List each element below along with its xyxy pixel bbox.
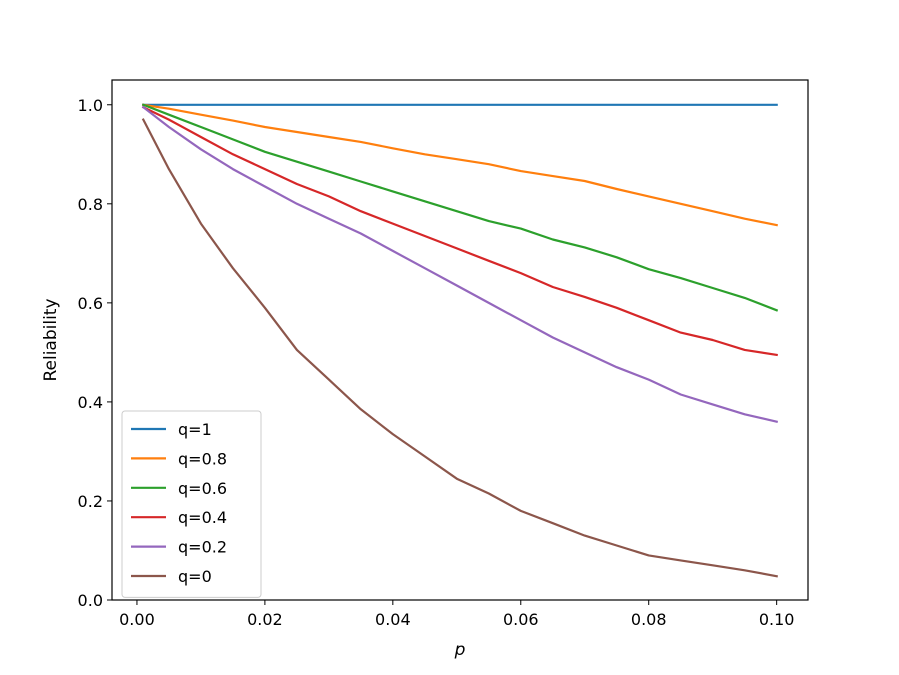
legend-label-1: q=0.8 bbox=[178, 449, 227, 468]
y-axis: 0.0 0.2 0.4 0.6 0.8 1.0 bbox=[78, 96, 112, 610]
legend-label-5: q=0 bbox=[178, 567, 212, 586]
x-tick-label: 0.04 bbox=[375, 610, 411, 629]
series-line-2 bbox=[141, 103, 779, 312]
x-tick-label: 0.10 bbox=[759, 610, 795, 629]
series-layer bbox=[141, 103, 779, 578]
x-tick-label: 0.08 bbox=[631, 610, 667, 629]
y-tick-label: 0.0 bbox=[78, 591, 103, 610]
legend-label-2: q=0.6 bbox=[178, 479, 227, 498]
y-tick-label: 0.6 bbox=[78, 294, 103, 313]
series-line-1 bbox=[142, 103, 778, 227]
y-tick-label: 0.2 bbox=[78, 492, 103, 511]
legend-label-4: q=0.2 bbox=[178, 538, 227, 557]
y-axis-label: Reliability bbox=[41, 298, 61, 381]
y-tick-label: 0.4 bbox=[78, 393, 103, 412]
series-line-4 bbox=[141, 105, 779, 424]
plot-frame bbox=[111, 79, 809, 601]
x-tick-label: 0.06 bbox=[503, 610, 539, 629]
legend: q=1 q=0.8 q=0.6 q=0.4 q=0.2 q=0 bbox=[121, 410, 262, 598]
y-tick-label: 1.0 bbox=[78, 96, 103, 115]
series-line-3 bbox=[141, 105, 778, 357]
legend-label-0: q=1 bbox=[178, 420, 212, 439]
x-tick-label: 0.02 bbox=[247, 610, 283, 629]
x-tick-label: 0.00 bbox=[119, 610, 155, 629]
legend-label-3: q=0.4 bbox=[178, 508, 227, 527]
y-tick-label: 0.8 bbox=[78, 195, 103, 214]
series-line-5 bbox=[141, 118, 778, 578]
x-axis-label: p bbox=[454, 640, 466, 660]
x-axis: 0.00 0.02 0.04 0.06 0.08 0.10 bbox=[119, 600, 794, 629]
